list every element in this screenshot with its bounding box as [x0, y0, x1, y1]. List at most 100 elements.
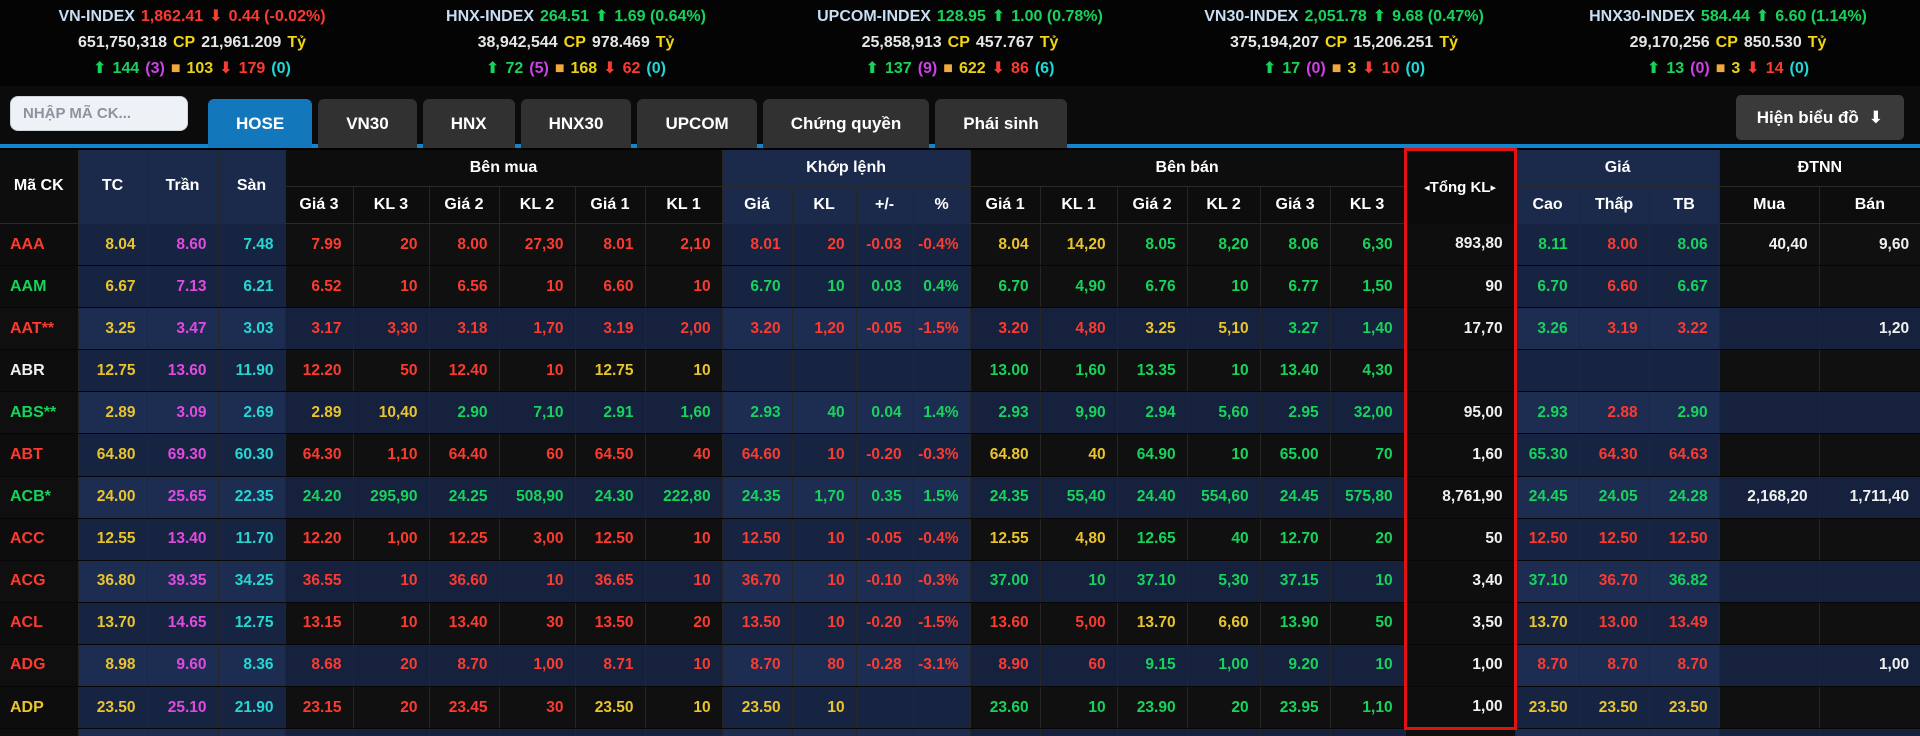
ceiling-count: (3)	[145, 60, 165, 77]
price-board: Mã CK TC Trần Sàn Bên mua Khớp lệnh Bên …	[0, 148, 1920, 736]
index-change: 0.44 (-0.02%)	[228, 8, 326, 25]
price-cell: 4,90	[1040, 265, 1118, 309]
price-cell: 13.40	[1260, 349, 1331, 393]
floor-price-cell: 7.48	[218, 223, 286, 267]
table-row-ABT[interactable]: ABT 64.80 69.30 60.30 64.30 1,10 64.40 60 64…	[0, 433, 1920, 477]
price-cell: 1,10	[353, 433, 430, 477]
tab-VN30[interactable]: VN30	[318, 99, 417, 148]
price-cell: 13.00	[1579, 602, 1650, 645]
price-cell: 12.65	[1117, 518, 1188, 561]
ticker-cell[interactable]: ABS**	[0, 391, 79, 435]
price-cell: 1,00	[499, 644, 576, 688]
index-block-VN-INDEX: VN-INDEX 1,862.41 ⬇ 0.44 (-0.02%) 651,750,3…	[0, 4, 384, 82]
price-cell: 6,60	[1187, 602, 1261, 645]
price-cell: 24.30	[575, 476, 646, 519]
price-cell: 14,20	[1040, 223, 1118, 267]
index-block-UPCOM-INDEX: UPCOM-INDEX 128.95 ⬆ 1.00 (0.78%) 25,858,91…	[768, 4, 1152, 82]
price-cell: 40	[645, 433, 723, 477]
floor-count: (0)	[271, 60, 291, 77]
down-arrow-icon: ⬇	[219, 60, 233, 77]
tab-Phái sinh[interactable]: Phái sinh	[935, 99, 1067, 148]
table-row-AAM[interactable]: AAM 6.67 7.13 6.21 6.52 10 6.56 10 6.60 10 6.…	[0, 265, 1920, 309]
floor-price-cell: 22.35	[218, 476, 286, 519]
exchange-tabs: HOSE VN30 HNX HNX30 UPCOM Chứng quyền Phái sin…	[208, 99, 1067, 148]
tab-UPCOM[interactable]: UPCOM	[637, 99, 757, 148]
price-cell: 5,10	[1187, 307, 1261, 351]
ref-price-cell: 12.55	[78, 518, 148, 561]
price-cell: 10	[792, 602, 857, 645]
ticker-cell[interactable]: ACC	[0, 518, 79, 561]
index-name: VN-INDEX	[58, 8, 135, 25]
ceiling-count: (0)	[1306, 60, 1326, 77]
up-arrow-icon: ⬆	[486, 60, 500, 77]
ticker-cell[interactable]: ACB*	[0, 476, 79, 519]
index-block-HNX30-INDEX: HNX30-INDEX 584.44 ⬆ 6.60 (1.14%) 29,170,25…	[1536, 4, 1920, 82]
table-row-ACG[interactable]: ACG 36.80 39.35 34.25 36.55 10 36.60 10 36.6…	[0, 560, 1920, 603]
ref-price-cell: 64.80	[78, 433, 148, 477]
table-row-ABR[interactable]: ABR 12.75 13.60 11.90 12.20 50 12.40 10 12.7…	[0, 349, 1920, 393]
search-input[interactable]	[10, 96, 188, 131]
table-row-ACB*[interactable]: ACB* 24.00 25.65 22.35 24.20 295,90 24.25 5…	[0, 476, 1920, 519]
price-cell: 13.00	[970, 349, 1041, 393]
floor-price-cell: 8.36	[218, 644, 286, 688]
price-cell: 60	[499, 433, 576, 477]
price-cell: 5,60	[1187, 391, 1261, 435]
tab-Chứng quyền[interactable]: Chứng quyền	[762, 99, 930, 148]
price-cell: 64.40	[429, 433, 500, 477]
floor-price-cell: 60.30	[218, 433, 286, 477]
ticker-cell[interactable]: ABT	[0, 433, 79, 477]
show-chart-button[interactable]: Hiện biểu đồ ⬇	[1735, 95, 1904, 140]
index-block-VN30-INDEX: VN30-INDEX 2,051.78 ⬆ 9.68 (0.47%) 375,194,…	[1152, 4, 1536, 82]
price-cell: 0.4%	[913, 265, 971, 309]
floor-price-cell: 12.75	[218, 602, 286, 645]
price-cell: 23.90	[1117, 686, 1188, 730]
ticker-cell[interactable]: AAA	[0, 223, 79, 267]
col-header-foreign-0: Mua	[1719, 186, 1820, 224]
ceiling-price-cell: 3.47	[147, 307, 219, 351]
tab-HNX[interactable]: HNX	[422, 99, 515, 148]
price-cell: 10	[792, 265, 857, 309]
price-cell: 1,40	[1330, 307, 1406, 351]
price-cell: 70	[1330, 433, 1406, 477]
table-row-partial	[0, 728, 1920, 736]
price-cell: 10	[499, 560, 576, 603]
table-row-ADP[interactable]: ADP 23.50 25.10 21.90 23.15 20 23.45 30 23.5…	[0, 686, 1920, 731]
ticker-cell[interactable]: ACG	[0, 560, 79, 603]
ticker-cell[interactable]: ACL	[0, 602, 79, 645]
price-cell: 12.20	[285, 349, 354, 393]
price-cell: 20	[353, 686, 430, 730]
price-cell: 5,00	[1040, 602, 1118, 645]
price-cell: 13.35	[1117, 349, 1188, 393]
ticker-cell[interactable]: AAM	[0, 265, 79, 309]
price-cell: 12.40	[429, 349, 500, 393]
decliners-count: 10	[1381, 60, 1400, 77]
price-cell: 40,40	[1719, 223, 1820, 267]
tab-HOSE[interactable]: HOSE	[208, 99, 313, 148]
index-value-billion: 850.530	[1743, 34, 1802, 51]
table-row-ACL[interactable]: ACL 13.70 14.65 12.75 13.15 10 13.40 30 13.5…	[0, 602, 1920, 645]
price-cell: 12.25	[429, 518, 500, 561]
col-header-total-volume[interactable]: ◂Tổng KL▸	[1403, 148, 1517, 224]
total-volume-cell: 3,50	[1403, 602, 1517, 645]
table-row-ACC[interactable]: ACC 12.55 13.40 11.70 12.20 1,00 12.25 3,00…	[0, 518, 1920, 561]
price-cell: 2,00	[645, 307, 723, 351]
table-row-AAA[interactable]: AAA 8.04 8.60 7.48 7.99 20 8.00 27,30 8.01 2,…	[0, 223, 1920, 267]
ticker-cell[interactable]: ADG	[0, 644, 79, 688]
ceiling-price-cell: 25.10	[147, 686, 219, 730]
cp-label: CP	[1715, 34, 1738, 51]
up-arrow-icon: ⬆	[1372, 8, 1387, 25]
ticker-cell[interactable]: AAT**	[0, 307, 79, 351]
table-row-AAT**[interactable]: AAT** 3.25 3.47 3.03 3.17 3,30 3.18 1,70 3.1…	[0, 307, 1920, 351]
ticker-cell[interactable]: ABR	[0, 349, 79, 393]
price-cell: 40	[1040, 433, 1118, 477]
ceiling-price-cell: 3.09	[147, 391, 219, 435]
ticker-cell[interactable]: ADP	[0, 686, 79, 730]
table-row-ADG[interactable]: ADG 8.98 9.60 8.36 8.68 20 8.70 1,00 8.71 10 …	[0, 644, 1920, 688]
price-cell: 65.30	[1515, 433, 1580, 477]
table-row-ABS**[interactable]: ABS** 2.89 3.09 2.69 2.89 10,40 2.90 7,10 2.…	[0, 391, 1920, 435]
price-cell: 1,60	[645, 391, 723, 435]
price-cell: 13.60	[970, 602, 1041, 645]
price-cell: 23.50	[1649, 686, 1720, 730]
price-cell: 1,70	[792, 476, 857, 519]
tab-HNX30[interactable]: HNX30	[520, 99, 632, 148]
